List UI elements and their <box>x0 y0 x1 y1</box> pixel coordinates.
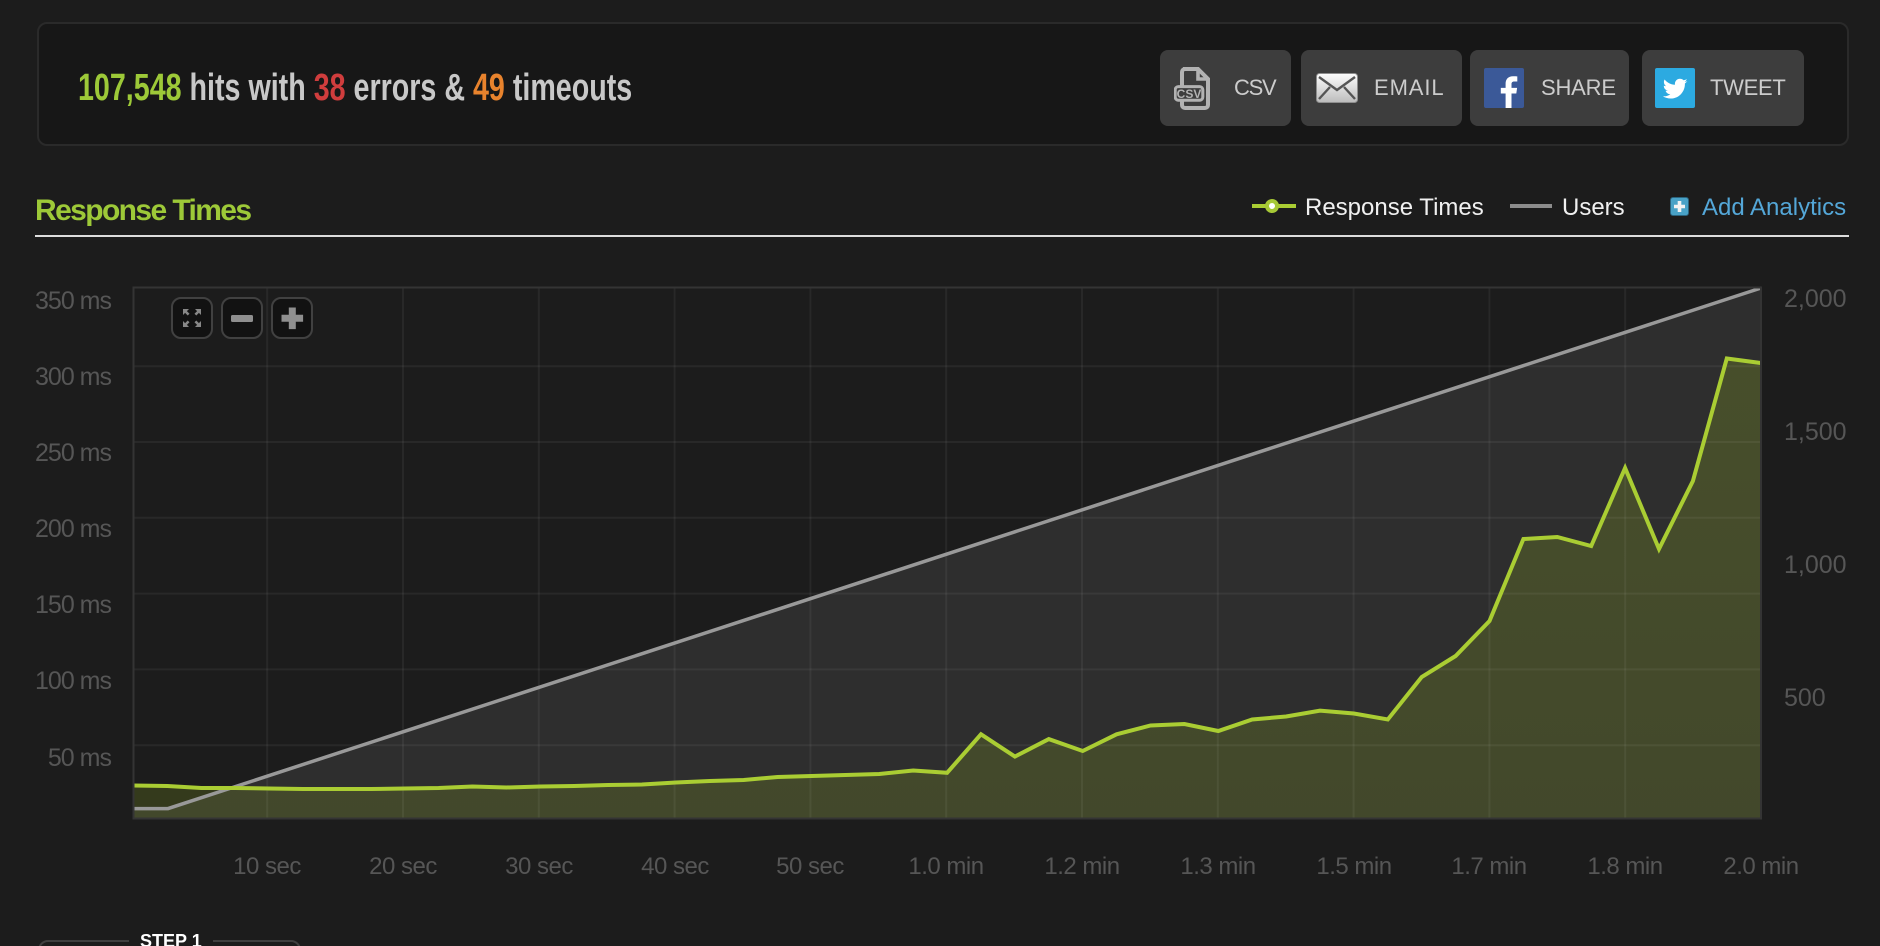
svg-text:CSV: CSV <box>1177 86 1202 100</box>
